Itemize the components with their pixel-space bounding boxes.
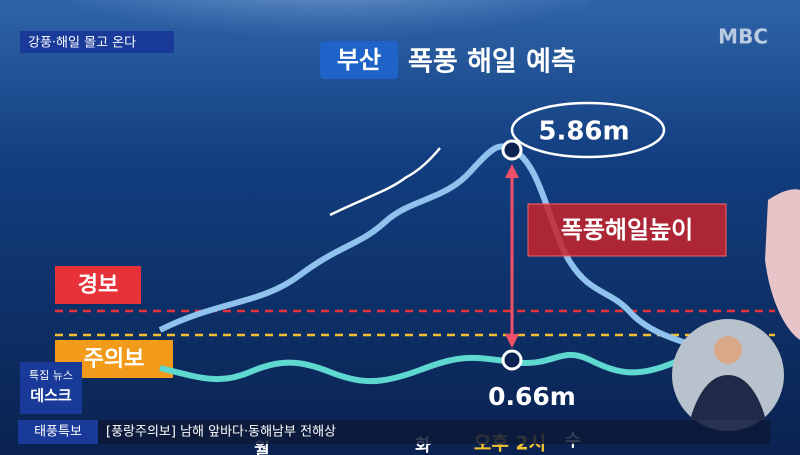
- base-label: 0.66m: [488, 382, 576, 411]
- section: 태풍특보: [34, 425, 82, 440]
- title: 폭풍 해일 예측: [408, 47, 576, 78]
- ticker: [풍랑주의보] 남해 앞바다·동해남부 전해상: [106, 425, 336, 440]
- signer-head: [714, 336, 742, 364]
- signer-body: [690, 375, 766, 420]
- base-point: [501, 349, 523, 371]
- advisory-label: 주의보: [84, 347, 145, 372]
- hand-circle: [510, 101, 666, 159]
- peak-point: [501, 139, 523, 161]
- surge-curve: [158, 143, 702, 351]
- warning-label: 경보: [78, 273, 118, 298]
- section-box: [18, 420, 98, 444]
- program-line: 특집 뉴스: [29, 369, 73, 382]
- peak-label: 5.86m: [538, 117, 629, 147]
- program-line: 데스크: [30, 387, 72, 405]
- surge-box: [527, 203, 727, 257]
- title-place-box: [320, 41, 398, 79]
- program-box: [20, 362, 82, 414]
- title-place: 부산: [337, 46, 381, 74]
- hand-stroke: [329, 147, 441, 217]
- warning-box: [55, 266, 141, 304]
- surge-label: 폭풍해일높이: [561, 216, 693, 244]
- channel-logo: MBC: [718, 25, 768, 49]
- headline: 강풍·해일 몰고 온다: [28, 36, 136, 51]
- tide-curve: [159, 351, 682, 385]
- headline-box: [20, 31, 174, 53]
- ticker-box: [98, 420, 770, 444]
- wave-foam: [70, 0, 590, 80]
- presenter: [765, 189, 800, 340]
